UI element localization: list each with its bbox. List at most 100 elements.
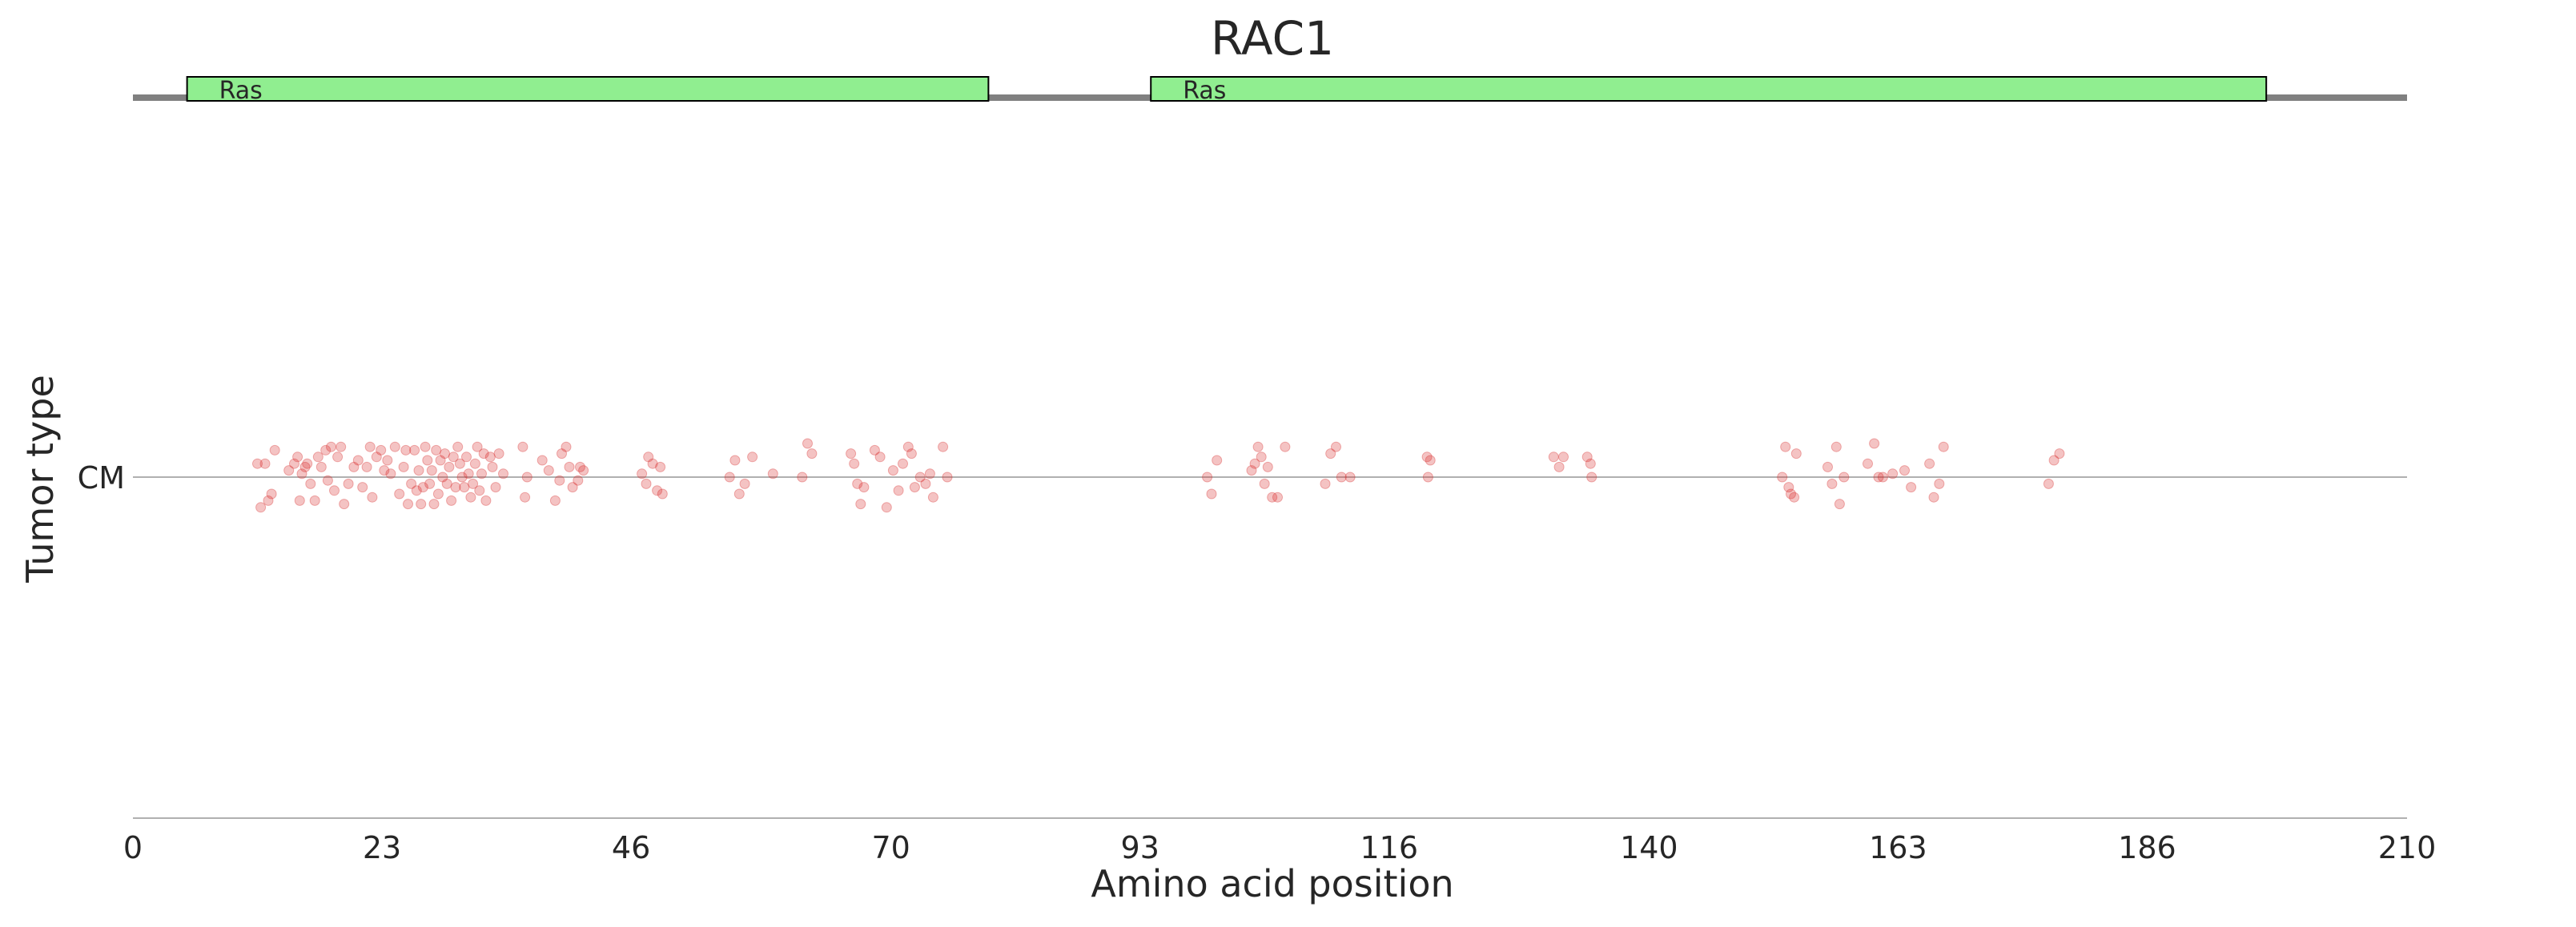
mutation-point	[299, 461, 311, 472]
x-tick-label: 0	[123, 830, 143, 865]
mutation-point	[1887, 468, 1899, 480]
mutation-point	[543, 465, 554, 476]
mutation-point	[493, 448, 504, 459]
y-axis-ticks: CM	[78, 460, 125, 496]
mutation-point	[1822, 461, 1833, 472]
x-tick-label: 93	[1121, 830, 1159, 865]
mutation-point	[480, 495, 492, 506]
mutation-point	[906, 448, 917, 459]
mutation-point	[409, 444, 420, 455]
mutation-point	[1938, 441, 1949, 452]
x-tick-label: 163	[1869, 830, 1927, 865]
mutation-point	[637, 468, 648, 480]
mutation-point	[575, 461, 585, 472]
mutation-point	[382, 455, 393, 466]
mutation-point	[326, 441, 336, 452]
mutation-point	[376, 444, 387, 455]
mutation-point	[517, 441, 528, 452]
mutation-point	[424, 478, 436, 489]
mutation-point	[2054, 448, 2065, 459]
mutation-point	[536, 455, 548, 466]
mutation-point	[1558, 451, 1569, 463]
mutation-point	[1827, 478, 1838, 489]
mutation-point	[1777, 472, 1788, 483]
mutation-point	[385, 468, 396, 480]
domain-label-1: Ras	[219, 77, 263, 105]
mutation-point	[490, 482, 501, 493]
mutation-point	[435, 455, 446, 466]
mutation-point	[294, 495, 305, 506]
mutation-point	[487, 461, 498, 472]
mutation-point	[474, 485, 485, 496]
mutation-point	[1267, 492, 1278, 503]
mutation-point	[320, 444, 332, 455]
mutation-point	[476, 468, 487, 480]
mutation-point	[416, 499, 427, 510]
mutation-point	[472, 441, 483, 452]
mutation-point	[406, 478, 417, 489]
mutation-point	[797, 472, 808, 483]
mutation-point	[1331, 441, 1341, 452]
mutation-point	[428, 499, 440, 510]
mutation-point	[1256, 451, 1267, 463]
mutation-points	[252, 438, 2065, 513]
mutation-point	[403, 499, 413, 510]
mutation-point	[456, 472, 468, 483]
mutation-point	[1249, 458, 1260, 469]
mutation-point	[747, 451, 758, 463]
mutation-point	[431, 444, 442, 455]
mutation-point	[1839, 472, 1850, 483]
mutation-point	[561, 441, 572, 452]
mutation-point	[1585, 458, 1596, 469]
mutation-point	[855, 499, 866, 510]
mutation-point	[924, 468, 935, 480]
mutation-point	[371, 451, 382, 463]
mutation-point	[521, 472, 532, 483]
x-axis-ticks: 0 23 46 70 93 116 140 163 186 210	[123, 830, 2436, 865]
mutation-point	[806, 448, 818, 459]
mutation-point	[1783, 482, 1794, 493]
mutation-point	[567, 482, 578, 493]
mutation-point	[1202, 472, 1213, 483]
mutation-point	[252, 458, 263, 469]
mutation-point	[846, 448, 857, 459]
mutation-point	[1344, 472, 1356, 483]
mutation-point	[343, 478, 354, 489]
mutation-point	[657, 488, 668, 500]
mutation-point	[411, 485, 422, 496]
mutation-point	[557, 448, 567, 459]
mutation-point	[444, 461, 455, 472]
mutation-point	[641, 478, 652, 489]
mutation-point	[432, 488, 444, 500]
mutation-point	[1873, 472, 1884, 483]
mutation-point	[357, 482, 368, 493]
mutation-point	[1786, 488, 1796, 500]
mutation-point	[647, 458, 658, 469]
mutation-point	[938, 441, 949, 452]
mutation-point	[849, 458, 860, 469]
mutation-point	[322, 475, 333, 486]
x-tick-label: 210	[2378, 830, 2437, 865]
mutation-point	[292, 451, 303, 463]
mutation-point	[1906, 482, 1917, 493]
mutation-point	[1325, 448, 1336, 459]
x-tick-label: 140	[1620, 830, 1678, 865]
mutation-point	[1780, 441, 1791, 452]
mutation-point	[1320, 478, 1331, 489]
mutation-point	[520, 492, 531, 503]
mutation-point	[1877, 472, 1888, 483]
mutation-point	[869, 444, 880, 455]
mutation-point	[389, 441, 400, 452]
mutation-point	[461, 451, 472, 463]
mutation-point	[426, 465, 437, 476]
mutation-point	[398, 461, 409, 472]
mutation-point	[1831, 441, 1842, 452]
mutation-point	[296, 468, 307, 480]
mutation-point	[309, 495, 320, 506]
mutation-point	[1869, 438, 1880, 449]
mutation-point	[452, 441, 464, 452]
mutation-point	[902, 441, 914, 452]
mutation-point	[1425, 455, 1436, 466]
mutation-point	[881, 502, 892, 513]
mutation-point	[1212, 455, 1223, 466]
